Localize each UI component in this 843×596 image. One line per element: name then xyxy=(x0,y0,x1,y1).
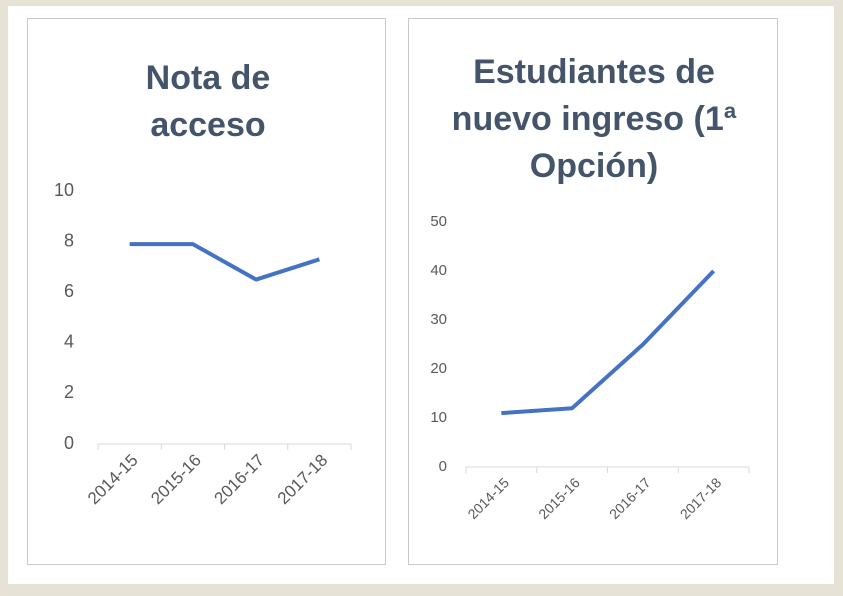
x-tick-label: 2017-18 xyxy=(677,474,725,522)
chart: 0 10 20 30 40 50 2014-15 2015-16 2016-17 2017-18 xyxy=(430,213,750,522)
y-tick-label: 50 xyxy=(430,213,447,230)
x-tick-label: 2015-16 xyxy=(535,474,583,522)
y-tick-label: 0 xyxy=(439,458,447,475)
x-tick-label: 2015-16 xyxy=(147,451,205,509)
line xyxy=(501,269,716,416)
x-tick-label: 2014-15 xyxy=(84,451,142,509)
chart-panel: Estudiantes de nuevo ingreso (1ª Opción)… xyxy=(408,18,778,565)
x-tick-label: 2014-15 xyxy=(464,474,512,522)
frame: Nota de acceso 0 2 4 6 8 10 2014-15 2015-16 2016… xyxy=(8,6,834,584)
y-tick-label: 10 xyxy=(430,409,447,426)
y-tick-label: 8 xyxy=(64,230,74,250)
y-tick-label: 10 xyxy=(54,180,74,200)
chart-title: Estudiantes de nuevo ingreso (1ª Opción) xyxy=(451,53,737,185)
y-tick-label: 40 xyxy=(430,262,447,279)
chart-panel: Nota de acceso 0 2 4 6 8 10 2014-15 2015-16 2016… xyxy=(27,18,386,565)
x-tick-label: 2017-18 xyxy=(274,451,332,509)
x-tick-label: 2016-17 xyxy=(606,474,654,522)
y-tick-label: 30 xyxy=(430,311,447,328)
chart: 0 2 4 6 8 10 2014-15 2015-16 2016-17 2017-18 xyxy=(54,180,352,509)
y-tick-label: 2 xyxy=(64,382,74,402)
line xyxy=(129,242,320,282)
x-tick-label: 2016-17 xyxy=(211,451,269,509)
y-tick-label: 6 xyxy=(64,281,74,301)
y-tick-label: 0 xyxy=(64,433,74,453)
y-tick-label: 20 xyxy=(430,360,447,377)
y-tick-label: 4 xyxy=(64,332,74,352)
chart-title: Nota de acceso xyxy=(145,59,271,144)
